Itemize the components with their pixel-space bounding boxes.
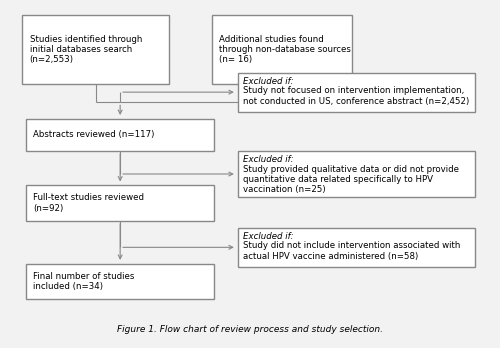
Text: Studies identified through
initial databases search
(n=2,553): Studies identified through initial datab…: [30, 34, 142, 64]
Text: Study provided qualitative data or did not provide
quantitative data related spe: Study provided qualitative data or did n…: [242, 165, 458, 195]
Bar: [26, 263, 214, 299]
Text: Final number of studies
included (n=34): Final number of studies included (n=34): [33, 272, 134, 291]
Text: Study did not include intervention associated with
actual HPV vaccine administer: Study did not include intervention assoc…: [242, 242, 460, 261]
Text: Figure 1. Flow chart of review process and study selection.: Figure 1. Flow chart of review process a…: [117, 325, 383, 334]
Text: Abstracts reviewed (n=117): Abstracts reviewed (n=117): [33, 130, 154, 139]
Text: Excluded if:: Excluded if:: [242, 155, 293, 164]
Text: Additional studies found
through non-database sources
(n= 16): Additional studies found through non-dat…: [220, 34, 351, 64]
Text: Excluded if:: Excluded if:: [242, 232, 293, 241]
Bar: [238, 151, 476, 197]
Bar: [212, 15, 352, 84]
Bar: [238, 228, 476, 267]
Text: Study not focused on intervention implementation,
not conducted in US, conferenc: Study not focused on intervention implem…: [242, 86, 469, 105]
Text: Full-text studies reviewed
(n=92): Full-text studies reviewed (n=92): [33, 193, 144, 213]
Bar: [26, 185, 214, 221]
Bar: [26, 119, 214, 151]
Text: Excluded if:: Excluded if:: [242, 77, 293, 86]
Bar: [238, 72, 476, 112]
Bar: [22, 15, 169, 84]
